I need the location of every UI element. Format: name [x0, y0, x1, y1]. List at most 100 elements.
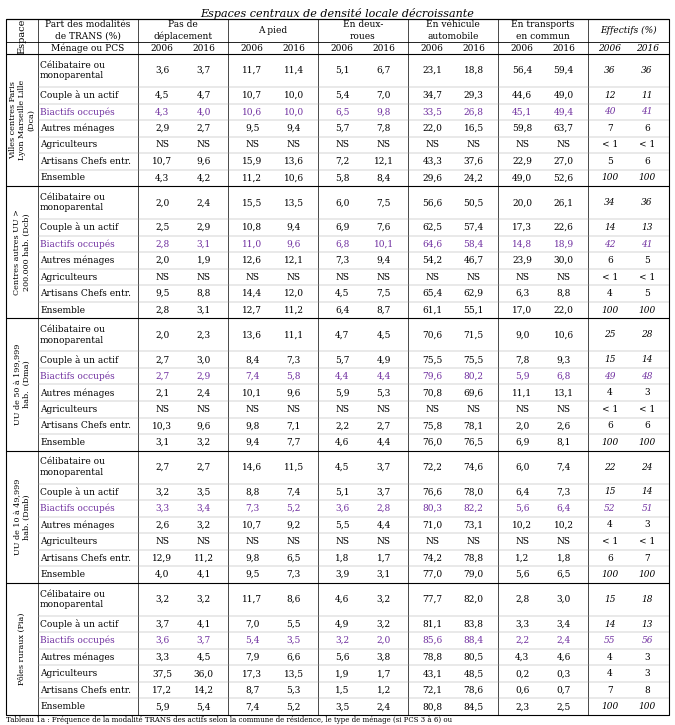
Text: 49,0: 49,0 [512, 173, 533, 183]
Text: 4,5: 4,5 [196, 652, 211, 662]
Text: 5,1: 5,1 [335, 66, 350, 75]
Text: 6: 6 [644, 157, 650, 166]
Text: 5,4: 5,4 [196, 703, 211, 711]
Text: 26,1: 26,1 [554, 198, 574, 207]
Text: Biactifs occupés: Biactifs occupés [40, 504, 115, 513]
Text: 12,7: 12,7 [242, 306, 263, 315]
Text: 7,0: 7,0 [245, 620, 259, 629]
Text: 11: 11 [641, 91, 653, 100]
Text: 1,9: 1,9 [335, 669, 350, 678]
Text: 6,4: 6,4 [515, 487, 529, 497]
Text: 4: 4 [607, 669, 613, 678]
Text: 4,4: 4,4 [377, 521, 391, 529]
Text: 10,1: 10,1 [242, 389, 263, 397]
Text: 100: 100 [601, 173, 618, 183]
Text: 13: 13 [641, 223, 653, 232]
Text: 4,6: 4,6 [335, 594, 350, 604]
Text: NS: NS [287, 405, 300, 414]
Text: NS: NS [515, 405, 529, 414]
Text: A pied: A pied [259, 26, 288, 35]
Text: NS: NS [377, 537, 391, 546]
Text: NS: NS [196, 537, 211, 546]
Text: 7,5: 7,5 [377, 198, 391, 207]
Text: 11,1: 11,1 [512, 389, 533, 397]
Text: 7,3: 7,3 [287, 570, 301, 579]
Text: 9,0: 9,0 [515, 331, 529, 339]
Text: 85,6: 85,6 [422, 636, 442, 645]
Text: 54,2: 54,2 [423, 256, 442, 265]
Text: 1,2: 1,2 [515, 553, 529, 563]
Text: Autres ménages: Autres ménages [40, 388, 114, 397]
Text: 13,5: 13,5 [284, 198, 304, 207]
Text: Agriculteurs: Agriculteurs [40, 537, 97, 546]
Text: NS: NS [377, 273, 391, 281]
Text: 4: 4 [607, 521, 613, 529]
Text: NS: NS [557, 537, 570, 546]
Text: 6,5: 6,5 [556, 570, 571, 579]
Text: 79,0: 79,0 [464, 570, 484, 579]
Text: 5,8: 5,8 [335, 173, 350, 183]
Text: 37,6: 37,6 [464, 157, 484, 166]
Text: 2,4: 2,4 [196, 389, 211, 397]
Text: NS: NS [287, 141, 300, 149]
Text: < 1: < 1 [601, 141, 618, 149]
Text: 2,0: 2,0 [155, 198, 169, 207]
Text: Couple à un actif: Couple à un actif [40, 619, 118, 629]
Text: 11,4: 11,4 [284, 66, 304, 75]
Text: Ensemble: Ensemble [40, 570, 85, 579]
Text: 34: 34 [604, 198, 616, 207]
Text: Agriculteurs: Agriculteurs [40, 669, 97, 678]
Text: 57,4: 57,4 [464, 223, 484, 232]
Text: 3,2: 3,2 [196, 521, 211, 529]
Text: 11,5: 11,5 [284, 463, 304, 472]
Text: NS: NS [425, 273, 439, 281]
Text: 2006: 2006 [421, 44, 443, 52]
Text: 3,5: 3,5 [335, 703, 350, 711]
Text: 17,2: 17,2 [153, 686, 172, 695]
Text: 4,5: 4,5 [335, 289, 350, 298]
Text: 18: 18 [641, 594, 653, 604]
Text: 12,1: 12,1 [374, 157, 394, 166]
Text: 3,4: 3,4 [557, 620, 571, 629]
Text: 9,4: 9,4 [377, 256, 391, 265]
Text: 72,2: 72,2 [423, 463, 442, 472]
Text: Part des modalités
de TRANS (%): Part des modalités de TRANS (%) [45, 20, 131, 41]
Text: 4,4: 4,4 [377, 438, 391, 447]
Text: 4,3: 4,3 [155, 107, 169, 116]
Text: 5,5: 5,5 [286, 620, 301, 629]
Text: 4,1: 4,1 [196, 570, 211, 579]
Text: 3,7: 3,7 [377, 487, 391, 497]
Text: 48,5: 48,5 [464, 669, 484, 678]
Text: 4,1: 4,1 [196, 620, 211, 629]
Text: 7,3: 7,3 [245, 504, 259, 513]
Text: 34,7: 34,7 [423, 91, 442, 100]
Text: 5: 5 [644, 256, 650, 265]
Text: 43,3: 43,3 [423, 157, 442, 166]
Text: 6,3: 6,3 [515, 289, 529, 298]
Text: 2006: 2006 [331, 44, 354, 52]
Text: 2,4: 2,4 [557, 636, 571, 645]
Text: 37,5: 37,5 [153, 669, 172, 678]
Text: 2,1: 2,1 [155, 389, 169, 397]
Text: NS: NS [515, 537, 529, 546]
Text: Célibataire ou
monoparental: Célibataire ou monoparental [40, 589, 105, 609]
Text: 3,7: 3,7 [196, 636, 211, 645]
Text: 36: 36 [604, 66, 616, 75]
Text: 10,6: 10,6 [242, 107, 263, 116]
Text: 75,5: 75,5 [464, 355, 484, 364]
Text: 6,8: 6,8 [556, 372, 571, 381]
Text: 77,7: 77,7 [423, 594, 442, 604]
Text: 16,5: 16,5 [464, 124, 484, 133]
Text: 3,9: 3,9 [335, 570, 350, 579]
Text: 74,2: 74,2 [423, 553, 442, 563]
Text: 59,4: 59,4 [554, 66, 574, 75]
Text: 14,4: 14,4 [242, 289, 263, 298]
Text: Agriculteurs: Agriculteurs [40, 405, 97, 414]
Text: 6: 6 [644, 124, 650, 133]
Text: < 1: < 1 [639, 537, 655, 546]
Text: En transports
en commun: En transports en commun [512, 20, 574, 41]
Text: 6,5: 6,5 [286, 553, 301, 563]
Text: 100: 100 [639, 703, 655, 711]
Text: 6,9: 6,9 [335, 223, 350, 232]
Text: NS: NS [466, 141, 481, 149]
